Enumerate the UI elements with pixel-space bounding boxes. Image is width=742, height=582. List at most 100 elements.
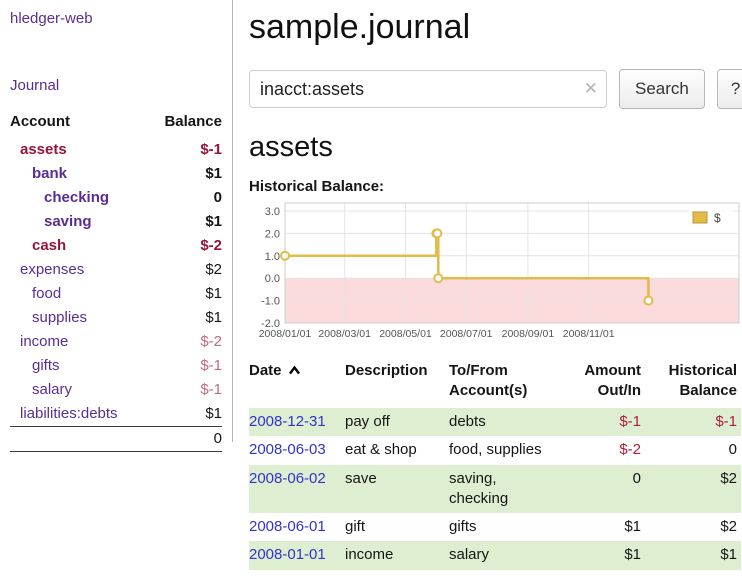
sidebar-account-link[interactable]: salary (32, 381, 73, 398)
register-balance: $-1 (645, 408, 741, 437)
sidebar-account-row: cash $-2 (10, 234, 222, 258)
legend-swatch (692, 211, 708, 224)
accounts-table: Account Balance assets $-1 bank $1 checking 0… (10, 110, 222, 452)
register-accounts: debts (449, 408, 561, 437)
col-header-date[interactable]: Date (249, 359, 345, 408)
svg-text:2008/11/01: 2008/11/01 (563, 328, 615, 340)
register-date-link[interactable]: 2008-06-01 (249, 518, 326, 535)
accounts-header-balance: Balance (164, 113, 222, 130)
sidebar-account-link[interactable]: checking (44, 189, 110, 206)
register-accounts: saving, checking (449, 464, 561, 513)
sidebar-account-balance: $-2 (200, 333, 222, 350)
accounts-total-spacer (10, 426, 149, 452)
sidebar-account-link[interactable]: bank (32, 165, 68, 182)
register-accounts: salary (449, 541, 561, 570)
search-button[interactable]: Search (619, 69, 705, 109)
sidebar-account-balance: $1 (205, 405, 222, 422)
register-date-link[interactable]: 2008-06-03 (249, 441, 326, 459)
register-row: 2008-06-03 eat & shop food, supplies $-2 0 (249, 436, 741, 464)
historical-balance-chart: 3.0 2.0 1.0 0.0 -1.0 -2.0 2008/01/01 2008/03/01… (249, 199, 741, 347)
page-title: sample.journal (249, 8, 471, 46)
accounts-header-row: Account Balance (10, 110, 222, 138)
sidebar-account-link[interactable]: liabilities:debts (20, 405, 118, 422)
register-description: pay off (345, 408, 449, 437)
search-box: ✕ (249, 70, 607, 108)
sidebar-account-balance: $1 (205, 285, 222, 302)
journal-nav-link[interactable]: Journal (10, 77, 60, 94)
sidebar-account-balance: $1 (205, 213, 222, 230)
svg-text:2008/07/01: 2008/07/01 (440, 328, 493, 340)
sidebar-account-balance: $1 (205, 165, 222, 182)
sidebar-account-link[interactable]: supplies (32, 309, 88, 326)
register-date-link[interactable]: 2008-01-01 (249, 546, 326, 564)
sidebar-account-row: gifts $-1 (10, 354, 222, 378)
app-title-link[interactable]: hledger-web (10, 10, 93, 27)
sidebar-account-link[interactable]: gifts (32, 357, 60, 374)
register-row: 2008-06-02 save saving, checking 0 $2 (249, 464, 741, 513)
sidebar-account-balance: $-1 (200, 381, 222, 398)
app-window: hledger-web Journal Account Balance asse… (10, 0, 742, 570)
register-balance: $2 (720, 518, 737, 535)
svg-text:-2.0: -2.0 (261, 318, 280, 330)
register-header-row: Date Description To/From Account(s) Amou… (249, 359, 741, 408)
accounts-total-value: 0 (148, 426, 222, 452)
svg-text:-1.0: -1.0 (261, 296, 280, 308)
sidebar-account-balance: $-1 (200, 141, 222, 158)
sidebar-account-row: supplies $1 (10, 306, 222, 330)
search-input[interactable] (249, 70, 607, 108)
register-table: Date Description To/From Account(s) Amou… (249, 359, 741, 570)
sidebar-account-row: saving $1 (10, 210, 222, 234)
register-row: 2008-01-01 income salary $1 $1 (249, 541, 741, 570)
sidebar-account-balance: $2 (205, 261, 222, 278)
sidebar-account-link[interactable]: saving (44, 213, 92, 230)
chart-point-marker (433, 273, 444, 284)
main-content: sample.journal ✕ Search ? assets Histori… (233, 0, 742, 570)
sidebar-account-row: checking 0 (10, 186, 222, 210)
register-balance: 0 (728, 441, 737, 459)
sidebar-account-balance: $-2 (200, 237, 222, 254)
sidebar-account-link[interactable]: assets (20, 141, 67, 158)
svg-text:1.0: 1.0 (265, 251, 280, 263)
register-balance: $1 (645, 541, 741, 570)
accounts-header-account: Account (10, 113, 70, 130)
register-accounts: gifts (449, 518, 477, 535)
sidebar-account-balance: $1 (205, 309, 222, 326)
help-button[interactable]: ? (716, 69, 742, 109)
register-description: eat & shop (345, 441, 417, 459)
col-header-amount: Amount Out/In (584, 362, 641, 399)
col-header-balance: Historical Balance (668, 362, 737, 399)
col-header-accounts: To/From Account(s) (449, 362, 528, 399)
register-row: 2008-06-01 gift gifts $1 $2 (249, 513, 741, 541)
sort-ascending-icon (288, 365, 300, 375)
sidebar-account-row: assets $-1 (10, 138, 222, 162)
svg-text:2008/01/01: 2008/01/01 (259, 328, 312, 340)
sidebar-account-row: salary $-1 (10, 378, 222, 402)
register-description: income (345, 541, 449, 570)
register-amount: $-2 (619, 441, 641, 459)
sidebar-account-row: bank $1 (10, 162, 222, 186)
chart-point-marker (432, 228, 443, 239)
sidebar-account-link[interactable]: food (32, 285, 62, 302)
sidebar-account-row: expenses $2 (10, 258, 222, 282)
chart-title: Historical Balance: (249, 178, 385, 195)
sidebar-account-balance: 0 (213, 189, 222, 206)
sidebar-account-link[interactable]: cash (32, 237, 67, 254)
legend-label: $ (714, 211, 721, 225)
svg-text:0.0: 0.0 (265, 273, 280, 285)
clear-search-icon[interactable]: ✕ (583, 79, 598, 98)
register-date-link[interactable]: 2008-06-02 (249, 469, 326, 487)
register-accounts: food, supplies (449, 441, 542, 459)
register-balance: $2 (645, 464, 741, 513)
svg-text:3.0: 3.0 (265, 206, 280, 218)
account-heading: assets (249, 131, 333, 163)
register-description: gift (345, 518, 366, 535)
svg-text:2008/03/01: 2008/03/01 (318, 328, 371, 340)
chart-point-marker (280, 250, 290, 261)
sidebar-account-row: liabilities:debts $1 (10, 402, 222, 427)
sidebar-account-link[interactable]: expenses (20, 261, 85, 278)
sidebar-account-link[interactable]: income (20, 333, 69, 350)
svg-text:2008/09/01: 2008/09/01 (502, 328, 555, 340)
register-row: 2008-12-31 pay off debts $-1 $-1 (249, 408, 741, 437)
register-date-link[interactable]: 2008-12-31 (249, 413, 326, 430)
